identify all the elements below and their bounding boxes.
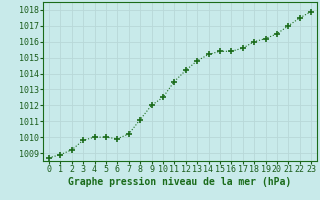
X-axis label: Graphe pression niveau de la mer (hPa): Graphe pression niveau de la mer (hPa) [68,177,292,187]
